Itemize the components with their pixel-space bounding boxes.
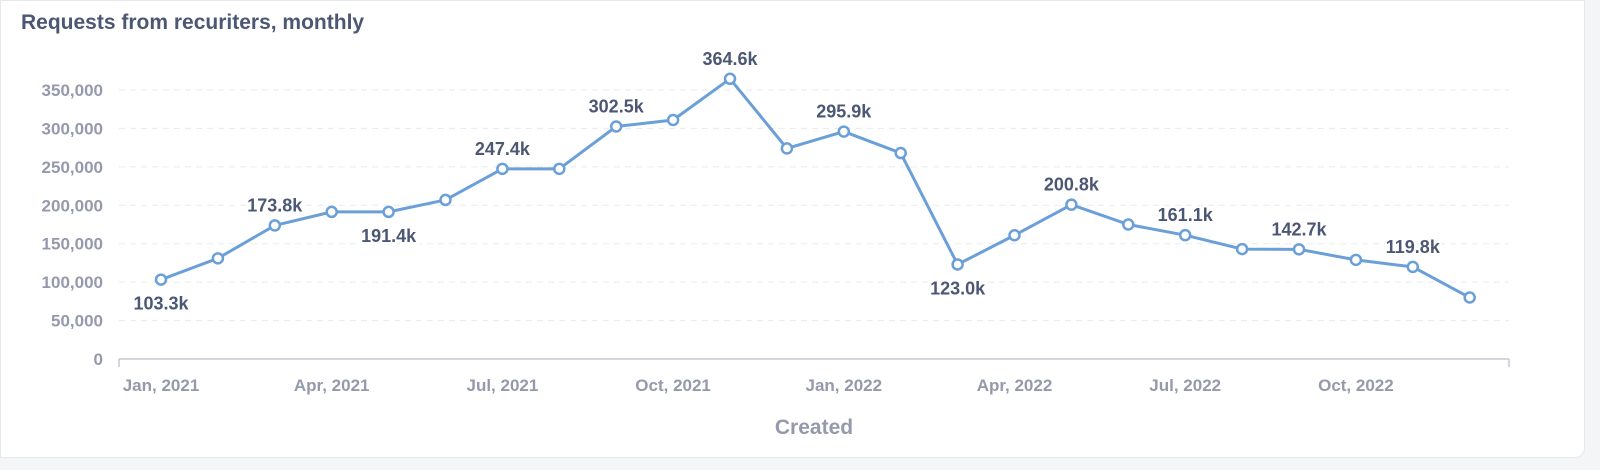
y-tick-label: 0 xyxy=(94,350,103,369)
data-point xyxy=(268,219,282,232)
data-label: 302.5k xyxy=(589,97,645,117)
data-point xyxy=(894,146,907,160)
data-label: 200.8k xyxy=(1044,175,1100,195)
data-point xyxy=(439,193,452,207)
data-point xyxy=(496,162,509,176)
series-line xyxy=(160,77,1471,299)
x-tick-label: Jan, 2022 xyxy=(806,376,883,395)
data-point xyxy=(1178,228,1192,242)
data-point xyxy=(154,273,168,286)
y-tick-label: 150,000 xyxy=(42,235,103,254)
data-point xyxy=(1122,218,1135,231)
data-point xyxy=(211,252,225,265)
data-point xyxy=(780,142,794,155)
data-point xyxy=(553,162,566,176)
data-label: 295.9k xyxy=(816,102,872,122)
data-point xyxy=(609,120,623,133)
data-label: 119.8k xyxy=(1386,237,1441,257)
y-tick-label: 300,000 xyxy=(42,119,103,138)
data-point xyxy=(1065,198,1078,211)
data-point xyxy=(1406,260,1420,274)
data-point xyxy=(666,113,680,127)
data-point xyxy=(325,205,338,219)
x-tick-label: Apr, 2021 xyxy=(294,376,370,395)
y-tick-label: 350,000 xyxy=(42,81,103,100)
x-tick-label: Apr, 2022 xyxy=(977,376,1053,395)
data-label: 103.3k xyxy=(133,294,189,314)
y-tick-label: 200,000 xyxy=(42,196,103,215)
x-tick-label: Oct, 2022 xyxy=(1318,376,1394,395)
y-tick-label: 100,000 xyxy=(42,273,103,292)
data-point xyxy=(837,125,851,138)
data-point xyxy=(1463,291,1476,304)
x-axis-title: Created xyxy=(775,416,853,439)
line-chart: 0 50,000 100,000 150,000 200,000 250,000 300,0… xyxy=(42,47,1510,439)
chart-card: Requests from recuriters, monthly 0 50,00… xyxy=(0,0,1585,458)
data-label: 191.4k xyxy=(361,226,417,246)
data-label: 161.1k xyxy=(1158,205,1214,225)
data-label: 123.0k xyxy=(930,278,986,298)
data-point xyxy=(951,258,964,271)
chart-title: Requests from recuriters, monthly xyxy=(21,11,365,34)
x-tick-label: Jul, 2021 xyxy=(466,376,538,395)
data-point xyxy=(382,205,395,219)
y-tick-label: 50,000 xyxy=(51,312,103,331)
data-label: 247.4k xyxy=(475,139,531,159)
data-point xyxy=(1349,253,1363,267)
data-label: 173.8k xyxy=(247,195,303,215)
x-tick-label: Jan, 2021 xyxy=(123,376,200,395)
x-tick-label: Jul, 2022 xyxy=(1149,376,1221,395)
y-tick-label: 250,000 xyxy=(42,158,103,177)
x-tick-label: Oct, 2021 xyxy=(635,376,711,395)
data-point xyxy=(1008,229,1021,242)
data-label: 364.6k xyxy=(702,49,758,69)
data-label: 142.7k xyxy=(1271,219,1327,239)
data-point xyxy=(1235,242,1249,256)
data-point xyxy=(1292,243,1306,256)
data-point xyxy=(723,72,737,86)
